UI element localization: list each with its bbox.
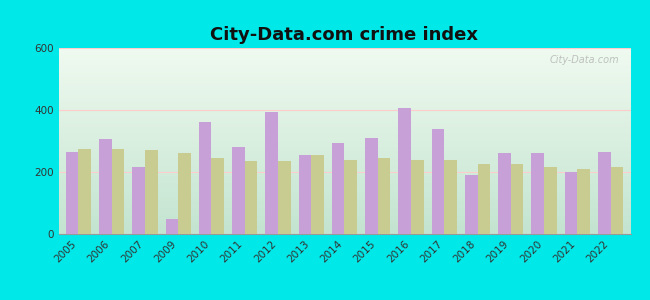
Title: City-Data.com crime index: City-Data.com crime index [211,26,478,44]
Bar [332,142,345,234]
Bar [344,160,357,234]
Bar [544,167,556,234]
Bar [478,164,490,234]
Text: City-Data.com: City-Data.com [549,56,619,65]
Bar [378,158,391,234]
Bar [398,108,411,234]
Bar [265,112,278,234]
Bar [79,149,91,234]
Bar [66,152,79,234]
Bar [278,161,291,234]
Bar [99,140,112,234]
Bar [532,153,544,234]
Bar [145,150,157,234]
Bar [199,122,211,234]
Bar [511,164,523,234]
Bar [577,169,590,234]
Bar [298,155,311,234]
Bar [112,149,124,234]
Bar [598,152,610,234]
Bar [311,155,324,234]
Bar [565,172,577,234]
Bar [498,153,511,234]
Bar [411,160,424,234]
Bar [245,161,257,234]
Bar [465,175,478,234]
Bar [166,218,178,234]
Bar [211,158,224,234]
Bar [232,147,245,234]
Bar [178,153,191,234]
Bar [133,167,145,234]
Bar [432,129,444,234]
Bar [444,160,457,234]
Bar [365,138,378,234]
Bar [610,167,623,234]
